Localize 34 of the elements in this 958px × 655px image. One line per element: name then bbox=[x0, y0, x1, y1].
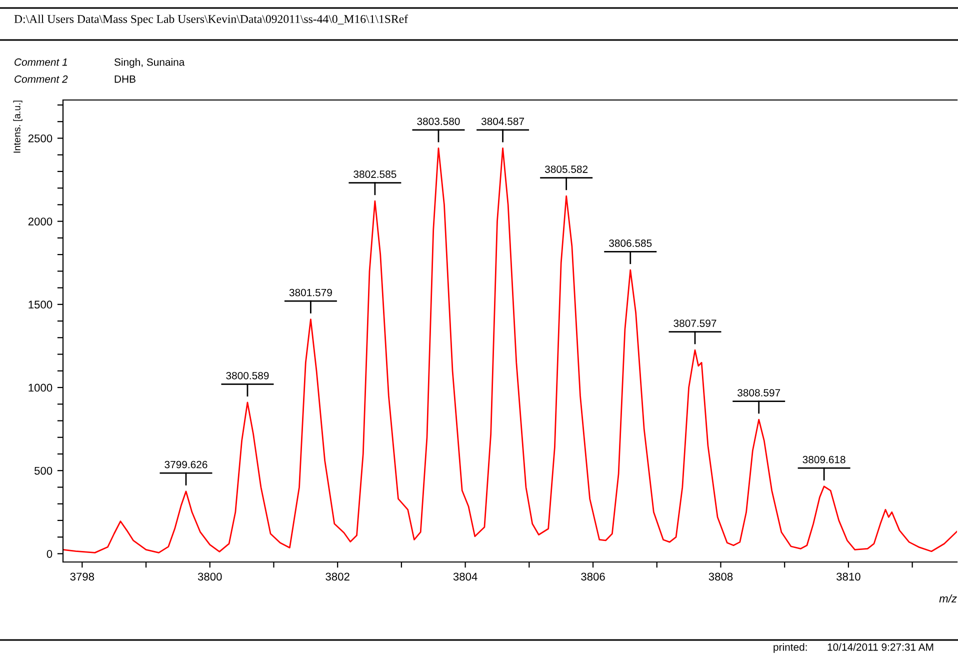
annotation: 3807.597 bbox=[674, 320, 716, 327]
annotation: 3800.589 bbox=[226, 372, 269, 380]
text: Comment 1 bbox=[14, 58, 67, 66]
y-axis-title: Intens. [a.u.] bbox=[13, 100, 22, 153]
annotation: 3801.579 bbox=[289, 288, 332, 296]
y-tick-label: 2500 bbox=[28, 134, 52, 142]
x-tick-label: 3804 bbox=[453, 572, 478, 581]
x-tick-label: 3802 bbox=[326, 572, 350, 581]
line-series bbox=[63, 148, 957, 554]
text: DHB bbox=[114, 76, 136, 83]
annotation: 3806.585 bbox=[609, 240, 652, 247]
y-tick-label: 500 bbox=[34, 466, 52, 475]
x-tick-label: 3798 bbox=[70, 572, 94, 581]
annotation: 3805.582 bbox=[545, 166, 588, 173]
text: Comment 2 bbox=[14, 75, 68, 83]
y-tick-label: 0 bbox=[46, 550, 52, 558]
y-tick-label: 2000 bbox=[28, 218, 52, 226]
x-tick-label: 3800 bbox=[198, 572, 222, 581]
text: 10/14/2011 9:27:31 AM bbox=[828, 643, 934, 651]
y-tick-label: 1000 bbox=[28, 384, 52, 392]
y-tick-label: 1500 bbox=[28, 300, 52, 309]
annotation: 3808.597 bbox=[738, 389, 780, 396]
annotation: 3802.585 bbox=[354, 170, 396, 178]
text: Singh, Sunaina bbox=[114, 58, 185, 68]
annotation: 3799.626 bbox=[164, 460, 208, 468]
x-tick-label: 3806 bbox=[581, 572, 605, 581]
annotation: 3803.580 bbox=[417, 118, 460, 126]
chart-title: D:\All Users Data\Mass Spec Lab Users\Kevin\Data\092011\ss-44\0_M16\1\1SRef bbox=[14, 14, 408, 26]
annotation: 3804.587 bbox=[481, 118, 524, 126]
annotation: 3809.618 bbox=[802, 456, 846, 464]
x-axis-title: m/z bbox=[939, 594, 957, 602]
text: printed: bbox=[774, 643, 807, 653]
x-tick-label: 3808 bbox=[708, 572, 733, 581]
x-tick-label: 3810 bbox=[836, 572, 860, 581]
